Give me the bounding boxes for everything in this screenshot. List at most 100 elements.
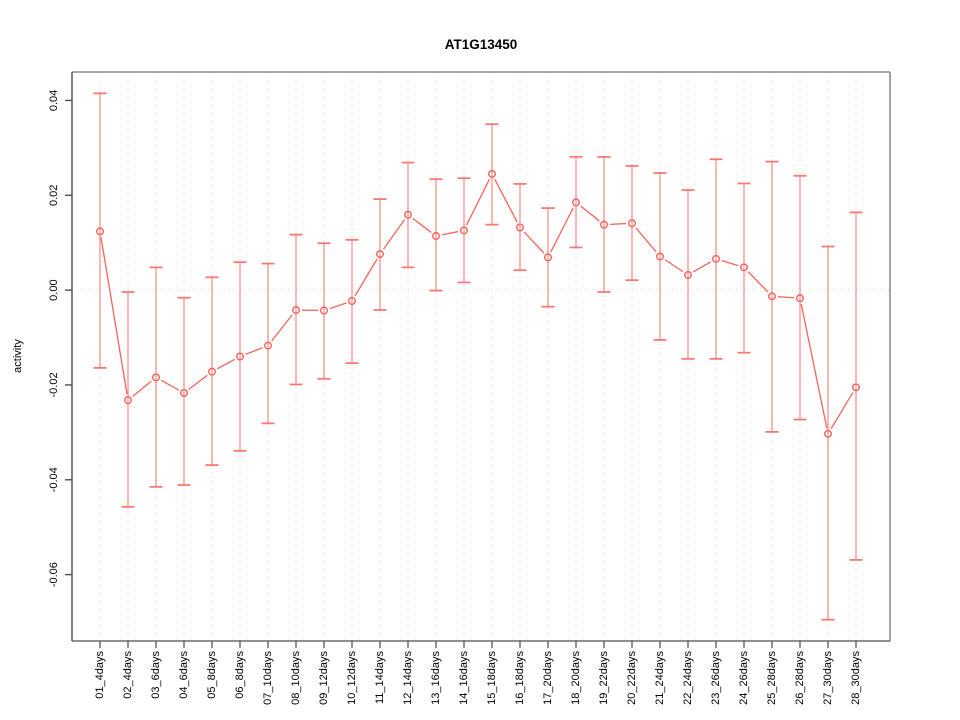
data-point: [824, 429, 833, 438]
error-bar: [317, 242, 331, 380]
error-bar: [289, 233, 303, 386]
x-tick-label: 06_8days: [234, 651, 246, 699]
error-bar: [513, 183, 527, 272]
x-tick-label: 15_18days: [486, 651, 498, 705]
series-segment: [271, 314, 293, 342]
error-bar: [653, 172, 667, 341]
x-tick-label: 17_20days: [542, 651, 554, 705]
series-segment: [216, 358, 236, 370]
error-bar: [149, 266, 163, 488]
data-series-layer: [93, 92, 863, 621]
data-point: [572, 198, 581, 207]
error-bar: [345, 238, 359, 365]
series-segment: [777, 296, 795, 299]
y-tick-label: 0.04: [48, 90, 60, 111]
series-segment: [523, 231, 545, 254]
chart-title: AT1G13450: [445, 37, 518, 52]
error-bar: [737, 182, 751, 354]
x-tick-label: 01_4days: [94, 651, 106, 699]
grid-layer: [72, 72, 890, 641]
series-segment: [609, 222, 627, 226]
x-tick-label: 19_22days: [598, 651, 610, 705]
data-point: [544, 253, 553, 262]
x-tick-label: 24_26days: [738, 651, 750, 705]
error-bar: [625, 164, 639, 282]
error-bar: [681, 189, 695, 360]
data-point: [151, 373, 160, 382]
data-point: [796, 294, 805, 303]
error-bar: [261, 262, 275, 425]
x-tick-label: 08_10days: [290, 651, 302, 705]
y-tick-label: 0.00: [48, 279, 60, 300]
error-bar: [93, 92, 107, 369]
x-tick-label: 18_20days: [570, 651, 582, 705]
x-tick-label: 16_18days: [514, 651, 526, 705]
data-point: [488, 169, 497, 178]
x-tick-label: 28_30days: [850, 651, 862, 705]
series-segment: [494, 178, 518, 223]
x-tick-label: 11_14days: [374, 651, 386, 705]
error-bar: [541, 207, 555, 308]
x-tick-label: 22_24days: [682, 651, 694, 705]
error-bar: [457, 177, 471, 284]
data-point: [264, 341, 273, 350]
data-point: [852, 383, 861, 392]
series-segment: [664, 259, 684, 273]
data-point: [207, 367, 216, 376]
error-bar: [793, 174, 807, 421]
data-point: [292, 306, 301, 315]
series-segment: [830, 392, 854, 429]
error-bar: [429, 178, 443, 292]
data-point: [656, 252, 665, 261]
data-point: [95, 227, 104, 236]
y-tick-label: -0.02: [48, 372, 60, 397]
error-bar: [569, 155, 583, 249]
data-point: [600, 220, 609, 229]
data-point: [320, 306, 329, 315]
data-point: [768, 292, 777, 301]
series-segment: [132, 380, 152, 397]
series-segment: [382, 219, 406, 250]
series-segment: [160, 379, 180, 391]
y-tick-label: 0.02: [48, 185, 60, 206]
data-point: [516, 223, 525, 232]
x-tick-label: 04_6days: [178, 651, 190, 699]
series-segment: [635, 227, 657, 253]
error-bar: [485, 123, 499, 226]
data-point: [712, 254, 721, 263]
error-bar: [373, 198, 387, 311]
series-segment: [329, 302, 347, 310]
x-tick-label: 25_28days: [766, 651, 778, 705]
error-bar: [205, 276, 219, 466]
series-segment: [100, 237, 128, 395]
x-tick-label: 10_12days: [346, 651, 358, 705]
series-segment: [412, 217, 432, 233]
error-bar: [121, 291, 135, 508]
series-segment: [580, 205, 600, 222]
data-point: [348, 297, 357, 306]
data-point: [123, 396, 132, 405]
y-tick-label: -0.06: [48, 562, 60, 587]
x-tick-label: 27_30days: [822, 651, 834, 705]
data-point: [628, 219, 637, 228]
x-tick-label: 26_28days: [794, 651, 806, 705]
x-tick-label: 05_8days: [206, 651, 218, 699]
series-segment: [800, 303, 828, 429]
x-tick-label: 07_10days: [262, 651, 274, 705]
error-bar: [709, 158, 723, 360]
x-tick-label: 02_4days: [122, 651, 134, 699]
plot-frame: [71, 71, 891, 642]
series-segment: [466, 179, 490, 226]
data-point: [376, 250, 385, 259]
series-segment: [245, 347, 263, 355]
error-bar: [597, 155, 611, 293]
series-segment: [441, 230, 459, 236]
data-point: [404, 210, 413, 219]
data-point: [235, 352, 244, 361]
x-tick-label: 20_22days: [626, 651, 638, 705]
x-tick-label: 09_12days: [318, 651, 330, 705]
data-point: [740, 263, 749, 272]
axes-layer: 0.04 0.02 0.00 -0.02 -0.04 -0.06 01_4days 02_4d…: [48, 90, 862, 705]
